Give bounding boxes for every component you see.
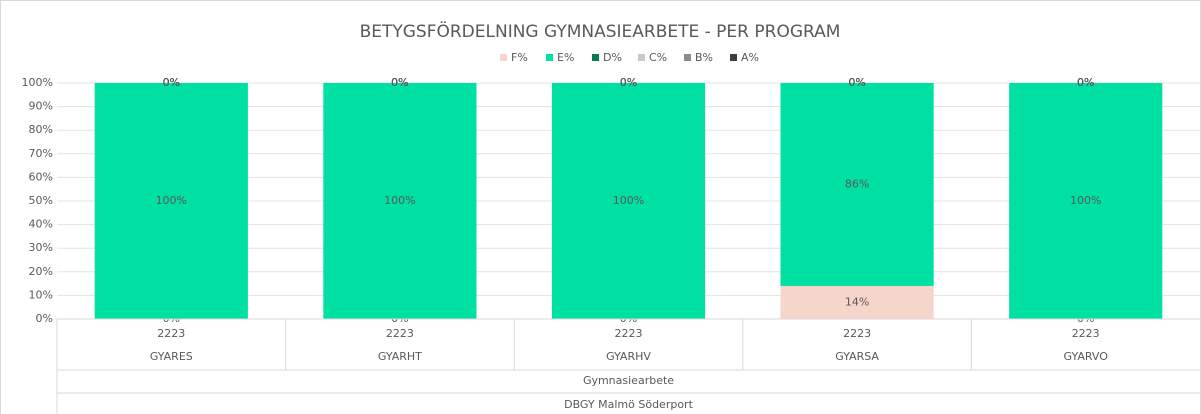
- legend-swatch: [546, 54, 553, 61]
- legend-label: A%: [741, 51, 759, 64]
- x-tick-label: GYARHT: [378, 350, 422, 363]
- x-tick-label: GYARES: [150, 350, 193, 363]
- y-tick-label: 20%: [29, 265, 53, 278]
- data-label: 0%: [391, 76, 408, 89]
- y-tick-label: 100%: [22, 76, 53, 89]
- data-label: 100%: [384, 194, 415, 207]
- legend-swatch: [638, 54, 645, 61]
- legend-swatch: [730, 54, 737, 61]
- data-label: 14%: [845, 295, 869, 308]
- x-tick-label: 2223: [615, 327, 643, 340]
- data-label: 0%: [620, 76, 637, 89]
- data-label: 0%: [620, 76, 637, 89]
- data-label: 100%: [156, 194, 187, 207]
- data-label: 0%: [391, 76, 408, 89]
- x-tick-label: GYARHV: [606, 350, 651, 363]
- legend-label: D%: [603, 51, 622, 64]
- data-label: 0%: [848, 76, 865, 89]
- y-tick-label: 10%: [29, 288, 53, 301]
- legend-swatch: [684, 54, 691, 61]
- y-tick-label: 50%: [29, 194, 53, 207]
- y-tick-label: 30%: [29, 241, 53, 254]
- bar-segment: [323, 83, 477, 319]
- data-label: 0%: [620, 76, 637, 89]
- data-label: 0%: [163, 76, 180, 89]
- legend-label: E%: [557, 51, 574, 64]
- x-tick-label: GYARSA: [835, 350, 879, 363]
- data-label: 0%: [620, 76, 637, 89]
- data-label: 0%: [1077, 76, 1094, 89]
- legend-label: B%: [695, 51, 713, 64]
- y-tick-label: 40%: [29, 218, 53, 231]
- legend-label: C%: [649, 51, 667, 64]
- data-label: 0%: [163, 76, 180, 89]
- y-tick-label: 70%: [29, 147, 53, 160]
- data-label: 0%: [1077, 76, 1094, 89]
- data-label: 0%: [848, 76, 865, 89]
- x-group-label: DBGY Malmö Söderport: [564, 398, 693, 411]
- x-tick-label: GYARVO: [1063, 350, 1108, 363]
- data-label: 0%: [848, 76, 865, 89]
- bar-segment: [551, 83, 706, 319]
- data-label: 0%: [1077, 76, 1094, 89]
- data-label: 0%: [163, 76, 180, 89]
- legend-swatch: [592, 54, 599, 61]
- y-tick-label: 0%: [36, 312, 53, 325]
- data-label: 0%: [391, 76, 408, 89]
- x-tick-label: 2223: [1072, 327, 1100, 340]
- y-tick-label: 60%: [29, 170, 53, 183]
- x-tick-label: 2223: [157, 327, 185, 340]
- bar-segment: [780, 83, 934, 286]
- data-label: 100%: [613, 194, 644, 207]
- x-tick-label: 2223: [843, 327, 871, 340]
- data-label: 0%: [1077, 76, 1094, 89]
- y-tick-label: 80%: [29, 123, 53, 136]
- x-group-label: Gymnasiearbete: [583, 374, 674, 387]
- bar-segment: [780, 285, 934, 319]
- data-label: 86%: [845, 177, 869, 190]
- legend-label: F%: [511, 51, 528, 64]
- data-label: 0%: [391, 76, 408, 89]
- data-label: 0%: [163, 76, 180, 89]
- data-label: 100%: [1070, 194, 1101, 207]
- chart-title: BETYGSFÖRDELNING GYMNASIEARBETE - PER PR…: [360, 20, 841, 42]
- x-tick-label: 2223: [386, 327, 414, 340]
- bar-segment: [94, 83, 248, 319]
- legend-swatch: [500, 54, 507, 61]
- data-label: 0%: [848, 76, 865, 89]
- y-tick-label: 90%: [29, 100, 53, 113]
- bar-segment: [1009, 83, 1163, 319]
